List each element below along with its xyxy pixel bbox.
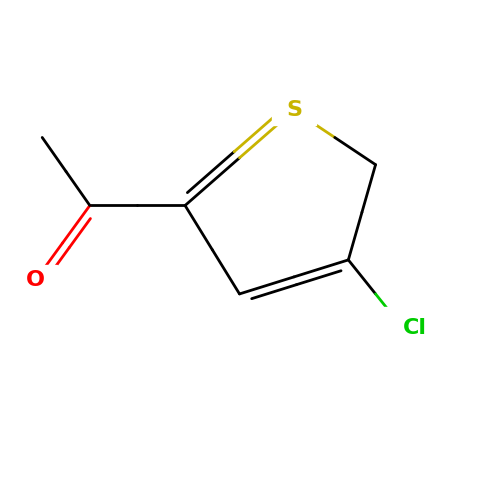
- Text: O: O: [26, 270, 45, 290]
- Bar: [272, 95, 316, 125]
- Text: Cl: Cl: [403, 318, 427, 338]
- Bar: [13, 265, 57, 296]
- Bar: [372, 307, 433, 349]
- Text: S: S: [286, 100, 302, 120]
